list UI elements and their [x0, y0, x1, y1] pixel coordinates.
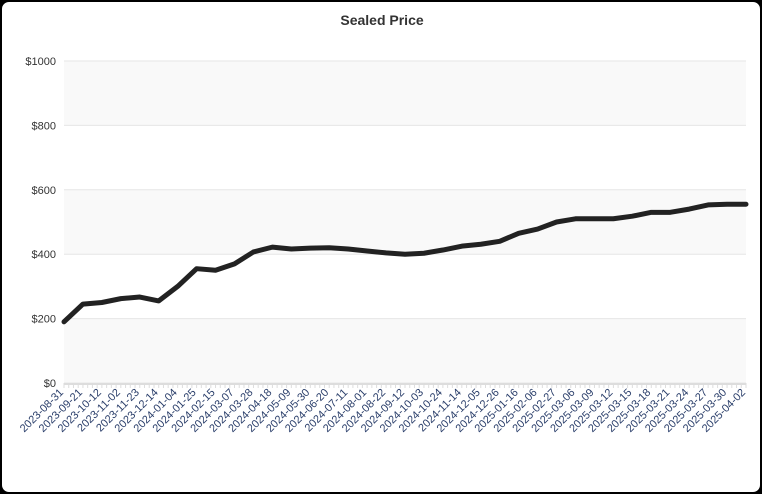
data-point — [461, 245, 463, 247]
data-point — [309, 247, 311, 249]
data-point — [290, 248, 292, 250]
data-point — [234, 263, 235, 265]
data-point — [499, 240, 501, 242]
data-point — [385, 252, 387, 254]
y-tick-label: $200 — [32, 314, 56, 326]
y-tick-label: $400 — [32, 249, 56, 261]
data-point — [669, 211, 671, 213]
data-point — [556, 221, 558, 223]
data-point — [271, 246, 273, 248]
data-point — [63, 321, 65, 323]
plot-band — [64, 61, 746, 126]
data-point — [252, 251, 254, 253]
data-point — [631, 215, 633, 217]
data-point — [593, 218, 595, 220]
y-tick-label: $0 — [44, 378, 56, 390]
data-point — [158, 300, 160, 302]
data-point — [707, 204, 709, 206]
data-point — [726, 203, 728, 205]
data-point — [480, 243, 482, 245]
data-point — [215, 269, 217, 271]
data-point — [650, 211, 652, 213]
data-point — [101, 302, 103, 303]
data-point — [366, 250, 368, 252]
data-point — [688, 208, 690, 210]
data-point — [612, 218, 614, 220]
data-point — [537, 228, 539, 230]
data-point — [177, 285, 179, 287]
data-point — [404, 253, 406, 255]
data-point — [328, 247, 330, 249]
data-point — [120, 298, 122, 300]
y-tick-label: $1000 — [25, 56, 56, 68]
data-point — [196, 268, 198, 270]
plot-band — [64, 318, 746, 383]
chart-title: Sealed Price — [340, 12, 424, 28]
data-point — [745, 203, 747, 205]
plot-band — [64, 189, 746, 255]
y-tick-label: $800 — [32, 120, 56, 132]
data-point — [442, 249, 444, 251]
data-point — [423, 252, 425, 254]
y-tick-label: $600 — [32, 185, 56, 197]
data-point — [518, 232, 520, 234]
data-point — [139, 296, 141, 298]
data-point — [347, 248, 349, 250]
data-point — [575, 218, 576, 220]
data-point — [82, 303, 84, 305]
